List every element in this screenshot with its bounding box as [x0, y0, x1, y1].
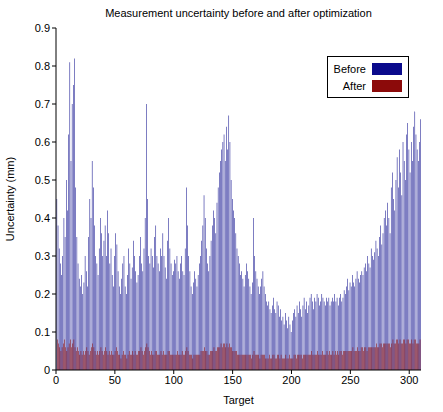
html-text:Measurement uncertainty before: Measurement uncertainty before and after… — [105, 7, 372, 19]
svg-text:0: 0 — [53, 374, 59, 386]
svg-text:0.7: 0.7 — [35, 98, 50, 110]
svg-text:0.2: 0.2 — [35, 288, 50, 300]
html-text:Before: Before — [333, 62, 366, 75]
svg-text:0.1: 0.1 — [35, 326, 50, 338]
svg-text:Target: Target — [223, 394, 254, 406]
svg-text:0.3: 0.3 — [35, 250, 50, 262]
svg-text:250: 250 — [341, 374, 359, 386]
svg-text:Uncertainty (mm): Uncertainty (mm) — [4, 157, 16, 241]
html-text:After: After — [342, 79, 366, 92]
svg-text:100: 100 — [165, 374, 183, 386]
svg-text:0: 0 — [44, 364, 50, 376]
svg-text:0.6: 0.6 — [35, 136, 50, 148]
svg-text:200: 200 — [282, 374, 300, 386]
svg-text:0.9: 0.9 — [35, 22, 50, 34]
svg-text:300: 300 — [400, 374, 418, 386]
svg-text:0.8: 0.8 — [35, 60, 50, 72]
svg-text:150: 150 — [223, 374, 241, 386]
svg-text:0.4: 0.4 — [35, 212, 50, 224]
svg-text:50: 50 — [109, 374, 121, 386]
svg-text:0.5: 0.5 — [35, 174, 50, 186]
